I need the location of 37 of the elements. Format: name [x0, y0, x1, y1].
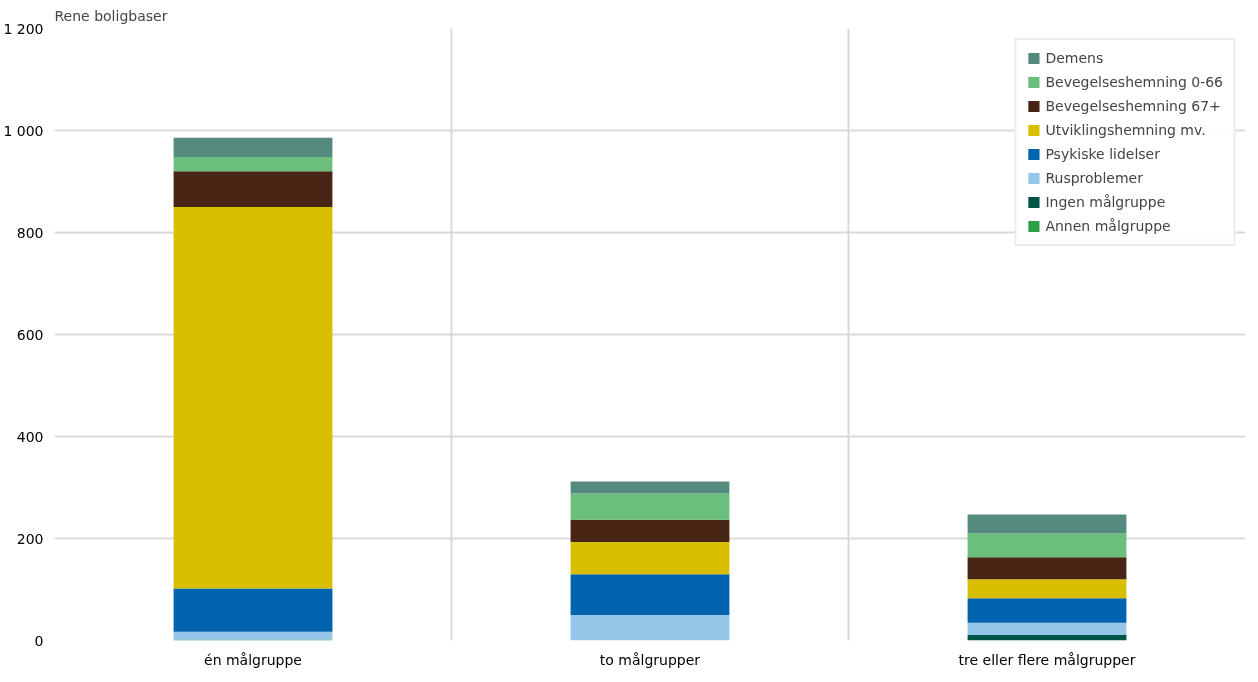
- bar: [967, 557, 1127, 580]
- y-tick-label: 600: [16, 326, 44, 343]
- bar: [967, 533, 1127, 558]
- legend-label: Bevegelseshemning 67+: [1045, 98, 1221, 114]
- bar: [570, 519, 730, 543]
- x-tick-label: tre eller flere målgrupper: [958, 651, 1136, 668]
- bar: [173, 588, 333, 632]
- legend-label: Psykiske lidelser: [1045, 146, 1160, 162]
- y-tick-label: 800: [16, 224, 44, 241]
- y-axis-title: Rene boligbaser: [54, 7, 168, 24]
- legend-label: Rusproblemer: [1045, 170, 1143, 186]
- legend-label: Annen målgruppe: [1045, 218, 1171, 234]
- legend-label: Bevegelseshemning 0-66: [1045, 74, 1223, 90]
- bar: [967, 622, 1127, 635]
- bar: [173, 137, 333, 158]
- x-tick-label: to målgrupper: [599, 651, 701, 668]
- bar: [570, 493, 730, 520]
- bar: [967, 514, 1127, 534]
- legend-label: Demens: [1045, 50, 1104, 66]
- bar: [173, 171, 333, 207]
- bar: [173, 157, 333, 172]
- bar: [570, 542, 730, 575]
- legend-label: Ingen målgruppe: [1045, 194, 1166, 210]
- y-tick-label: 1 200: [3, 20, 44, 37]
- bar: [967, 598, 1127, 623]
- y-tick-label: 1 000: [3, 122, 44, 139]
- bar: [570, 481, 730, 494]
- bar: [173, 207, 333, 589]
- bar: [173, 631, 333, 640]
- bar: [967, 579, 1127, 599]
- x-tick-label: én målgruppe: [204, 651, 302, 668]
- y-tick-label: 400: [16, 428, 44, 445]
- y-tick-label: 200: [16, 530, 44, 547]
- bar: [570, 574, 730, 615]
- legend-label: Utviklingshemning mv.: [1045, 122, 1206, 138]
- y-tick-label: 0: [34, 632, 44, 649]
- bar: [570, 615, 730, 641]
